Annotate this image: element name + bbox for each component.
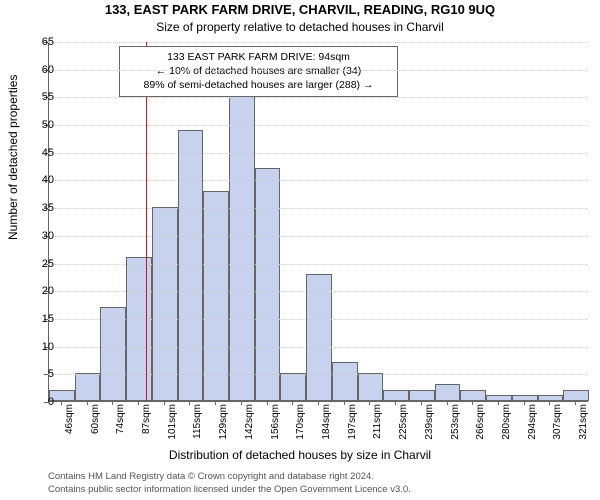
x-tick-label: 197sqm [347,404,358,440]
x-tick-label: 115sqm [192,404,203,439]
gridline [48,319,588,320]
gridline [48,291,588,292]
y-tick-label: 65 [14,36,54,48]
x-tick-label: 307sqm [552,404,563,440]
x-tick-label: 60sqm [90,404,101,434]
gridline [48,70,588,71]
y-tick-label: 40 [14,174,54,186]
histogram-bar [383,390,409,401]
x-tick-label: 170sqm [295,404,306,440]
histogram-bar [460,390,486,401]
histogram-bar [255,168,281,401]
x-tick-mark [138,401,139,405]
histogram-bar [75,373,101,401]
gridline [48,264,588,265]
x-tick-mark [164,401,165,405]
x-tick-label: 225sqm [398,404,409,440]
y-tick-label: 60 [14,64,54,76]
x-tick-mark [549,401,550,405]
gridline [48,180,588,181]
histogram-bar [203,191,229,401]
histogram-bar [178,130,204,401]
x-tick-label: 321sqm [578,404,589,440]
y-tick-label: 55 [14,91,54,103]
x-tick-label: 280sqm [501,404,512,440]
x-tick-label: 74sqm [115,404,126,434]
y-tick-label: 5 [14,368,54,380]
annotation-line: 89% of semi-detached houses are larger (… [126,78,391,92]
x-tick-label: 266sqm [475,404,486,440]
y-tick-label: 25 [14,258,54,270]
x-tick-mark [87,401,88,405]
histogram-bar [358,373,384,401]
histogram-bar [229,96,255,401]
x-tick-mark [447,401,448,405]
x-tick-label: 46sqm [64,404,75,434]
plot-area: 133 EAST PARK FARM DRIVE: 94sqm ← 10% of… [48,42,588,402]
x-tick-label: 239sqm [424,404,435,440]
x-tick-mark [241,401,242,405]
y-tick-label: 15 [14,313,54,325]
chart-subtitle: Size of property relative to detached ho… [0,20,600,34]
histogram-bar [435,384,461,401]
histogram-bar [409,390,435,401]
gridline [48,125,588,126]
y-tick-label: 30 [14,230,54,242]
gridline [48,97,588,98]
histogram-bar [126,257,152,401]
x-axis-label: Distribution of detached houses by size … [0,448,600,462]
x-tick-mark [369,401,370,405]
x-tick-label: 156sqm [270,404,281,440]
copyright-line: Contains public sector information licen… [48,484,590,496]
x-tick-mark [189,401,190,405]
x-tick-label: 211sqm [372,404,383,439]
gridline [48,42,588,43]
copyright-line: Contains HM Land Registry data © Crown c… [48,471,590,483]
annotation-box: 133 EAST PARK FARM DRIVE: 94sqm ← 10% of… [119,46,398,97]
x-tick-mark [498,401,499,405]
gridline [48,208,588,209]
x-tick-mark [215,401,216,405]
x-tick-mark [112,401,113,405]
x-tick-mark [421,401,422,405]
x-tick-label: 101sqm [167,404,178,440]
gridline [48,374,588,375]
annotation-line: 133 EAST PARK FARM DRIVE: 94sqm [126,50,391,64]
histogram-bar [306,274,332,401]
gridline [48,153,588,154]
x-tick-mark [575,401,576,405]
histogram-bar [563,390,589,401]
y-tick-label: 50 [14,119,54,131]
histogram-bar [332,362,358,401]
x-tick-mark [395,401,396,405]
histogram-bar [280,373,306,401]
copyright-notice: Contains HM Land Registry data © Crown c… [48,471,590,496]
x-tick-label: 184sqm [321,404,332,440]
gridline [48,347,588,348]
x-tick-mark [61,401,62,405]
histogram-bar [100,307,126,401]
x-tick-label: 129sqm [218,404,229,440]
x-tick-mark [318,401,319,405]
x-tick-mark [524,401,525,405]
x-tick-mark [472,401,473,405]
chart-title: 133, EAST PARK FARM DRIVE, CHARVIL, READ… [0,2,600,17]
x-tick-label: 294sqm [527,404,538,440]
y-tick-label: 0 [14,396,54,408]
y-tick-label: 20 [14,285,54,297]
x-tick-label: 142sqm [244,404,255,440]
y-tick-label: 10 [14,341,54,353]
x-tick-label: 253sqm [450,404,461,440]
gridline [48,236,588,237]
y-tick-label: 35 [14,202,54,214]
property-size-histogram: 133, EAST PARK FARM DRIVE, CHARVIL, READ… [0,0,600,500]
annotation-line: ← 10% of detached houses are smaller (34… [126,64,391,78]
x-tick-mark [292,401,293,405]
x-tick-mark [344,401,345,405]
x-tick-label: 87sqm [141,404,152,434]
x-tick-mark [267,401,268,405]
y-tick-label: 45 [14,147,54,159]
